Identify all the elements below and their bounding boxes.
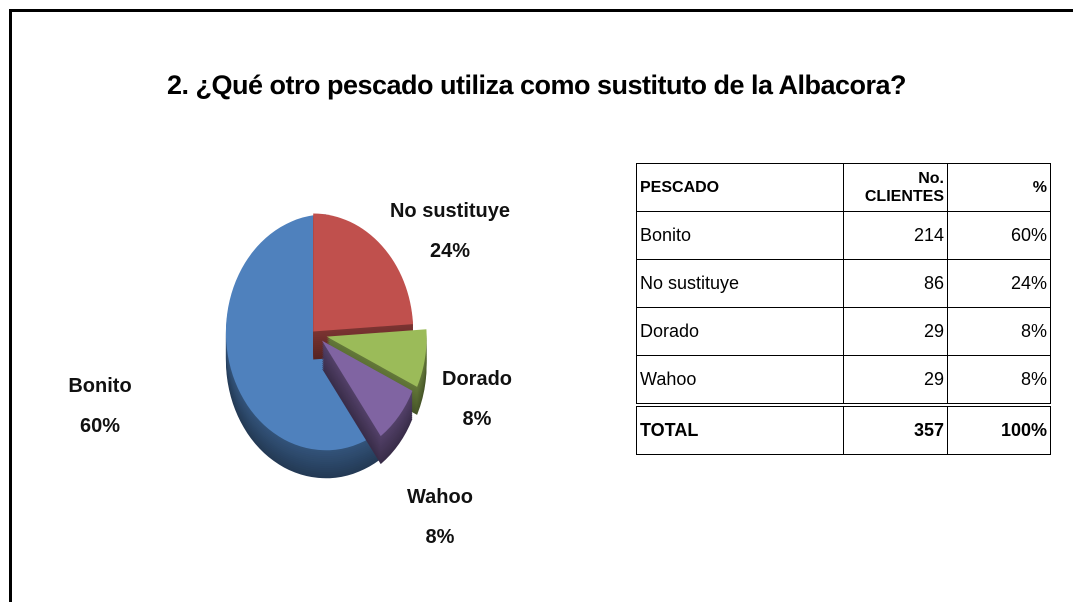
pie-slice [313, 213, 414, 332]
table-cell: 29 [843, 307, 948, 356]
table-cell: Dorado [636, 307, 844, 356]
table-row: PESCADO No. CLIENTES% [636, 163, 1051, 212]
table-cell: 8% [947, 307, 1051, 356]
slice-value-label: 8% [463, 408, 492, 430]
slice-label: Dorado [442, 368, 512, 390]
table-body: PESCADO No. CLIENTES% Bonito 214 60% No susti… [636, 163, 1051, 455]
table-row: Dorado 29 8% [636, 307, 1051, 356]
table-row: Wahoo 29 8% [636, 355, 1051, 406]
chart: Bonito 60% No sustituye 24% Dorado 8% Wahoo 8% [68, 200, 512, 548]
pie-slice [326, 329, 427, 387]
table-row: Bonito 214 60% [636, 211, 1051, 260]
table-cell: 357 [843, 403, 948, 455]
slice-label: No sustituye [390, 200, 510, 222]
table-cell: 24% [947, 259, 1051, 308]
data-table: PESCADO No. CLIENTES% Bonito 214 60% No susti… [636, 163, 1051, 455]
slice-value-label: 8% [426, 526, 455, 548]
table-row: TOTAL 357 100% [636, 403, 1051, 455]
table-cell: 60% [947, 211, 1051, 260]
table-cell: 100% [947, 403, 1051, 455]
slice-label: Wahoo [407, 486, 473, 508]
table-cell: No. CLIENTES [843, 163, 948, 212]
pie-slice [321, 340, 413, 437]
table-cell: PESCADO [636, 163, 844, 212]
table-cell: TOTAL [636, 403, 844, 455]
slice-value-label: 24% [430, 240, 470, 262]
chart-title: 2. ¿Qué otro pescado utiliza como sustit… [166, 70, 907, 100]
frame [9, 9, 1073, 602]
table-cell: 214 [843, 211, 948, 260]
table-cell: 8% [947, 355, 1051, 406]
table-row: No sustituye 86 24% [636, 259, 1051, 308]
table-cell: % [947, 163, 1051, 212]
slice-value-label: 60% [80, 415, 120, 437]
table-cell: Wahoo [636, 355, 844, 406]
table-cell: No sustituye [636, 259, 844, 308]
table-cell: 86 [843, 259, 948, 308]
slice-label: Bonito [68, 375, 131, 397]
table-cell: 29 [843, 355, 948, 406]
table-cell: Bonito [636, 211, 844, 260]
